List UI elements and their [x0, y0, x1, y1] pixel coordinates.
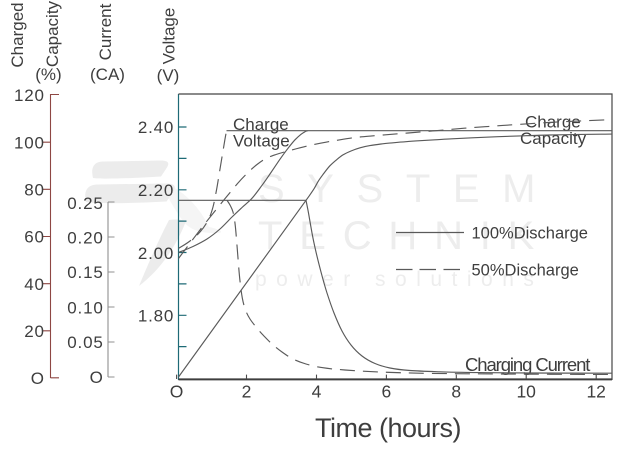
svg-text:Charging Current: Charging Current — [465, 354, 590, 375]
svg-text:Voltage: Voltage — [160, 8, 179, 65]
svg-text:80: 80 — [24, 180, 45, 199]
svg-text:O: O — [90, 368, 104, 387]
svg-text:2: 2 — [242, 382, 252, 402]
svg-text:2.20: 2.20 — [138, 181, 174, 200]
svg-text:0.10: 0.10 — [67, 298, 103, 317]
svg-text:Capacity: Capacity — [43, 0, 62, 67]
svg-text:50%Discharge: 50%Discharge — [472, 261, 579, 279]
svg-text:Capacity: Capacity — [520, 129, 587, 148]
svg-text:0.05: 0.05 — [67, 333, 103, 352]
svg-text:Charge: Charge — [233, 115, 289, 134]
svg-text:4: 4 — [312, 382, 322, 402]
svg-text:TECHNIK: TECHNIK — [258, 214, 551, 258]
svg-text:O: O — [170, 382, 184, 402]
svg-text:2.40: 2.40 — [138, 118, 174, 137]
svg-text:0.15: 0.15 — [67, 263, 103, 282]
svg-text:20: 20 — [24, 322, 45, 341]
svg-text:0.25: 0.25 — [67, 194, 103, 213]
svg-text:0.20: 0.20 — [67, 229, 103, 248]
svg-text:8: 8 — [451, 382, 461, 402]
svg-text:(V): (V) — [157, 66, 180, 85]
svg-text:Voltage: Voltage — [233, 132, 290, 151]
svg-text:2.00: 2.00 — [138, 244, 174, 263]
svg-text:1.80: 1.80 — [138, 307, 174, 326]
svg-text:10: 10 — [516, 382, 536, 402]
svg-text:(%): (%) — [35, 65, 61, 84]
svg-text:100%Discharge: 100%Discharge — [472, 224, 588, 242]
svg-text:40: 40 — [24, 275, 45, 294]
svg-text:O: O — [31, 369, 45, 388]
svg-text:60: 60 — [24, 228, 45, 247]
svg-text:6: 6 — [382, 382, 392, 402]
svg-text:12: 12 — [586, 382, 605, 402]
svg-text:Current: Current — [96, 3, 115, 60]
svg-text:Charged: Charged — [8, 2, 27, 67]
svg-text:100: 100 — [14, 133, 45, 152]
svg-text:120: 120 — [14, 86, 45, 105]
svg-text:(CA): (CA) — [90, 65, 125, 84]
svg-text:Time (hours): Time (hours) — [315, 413, 461, 443]
